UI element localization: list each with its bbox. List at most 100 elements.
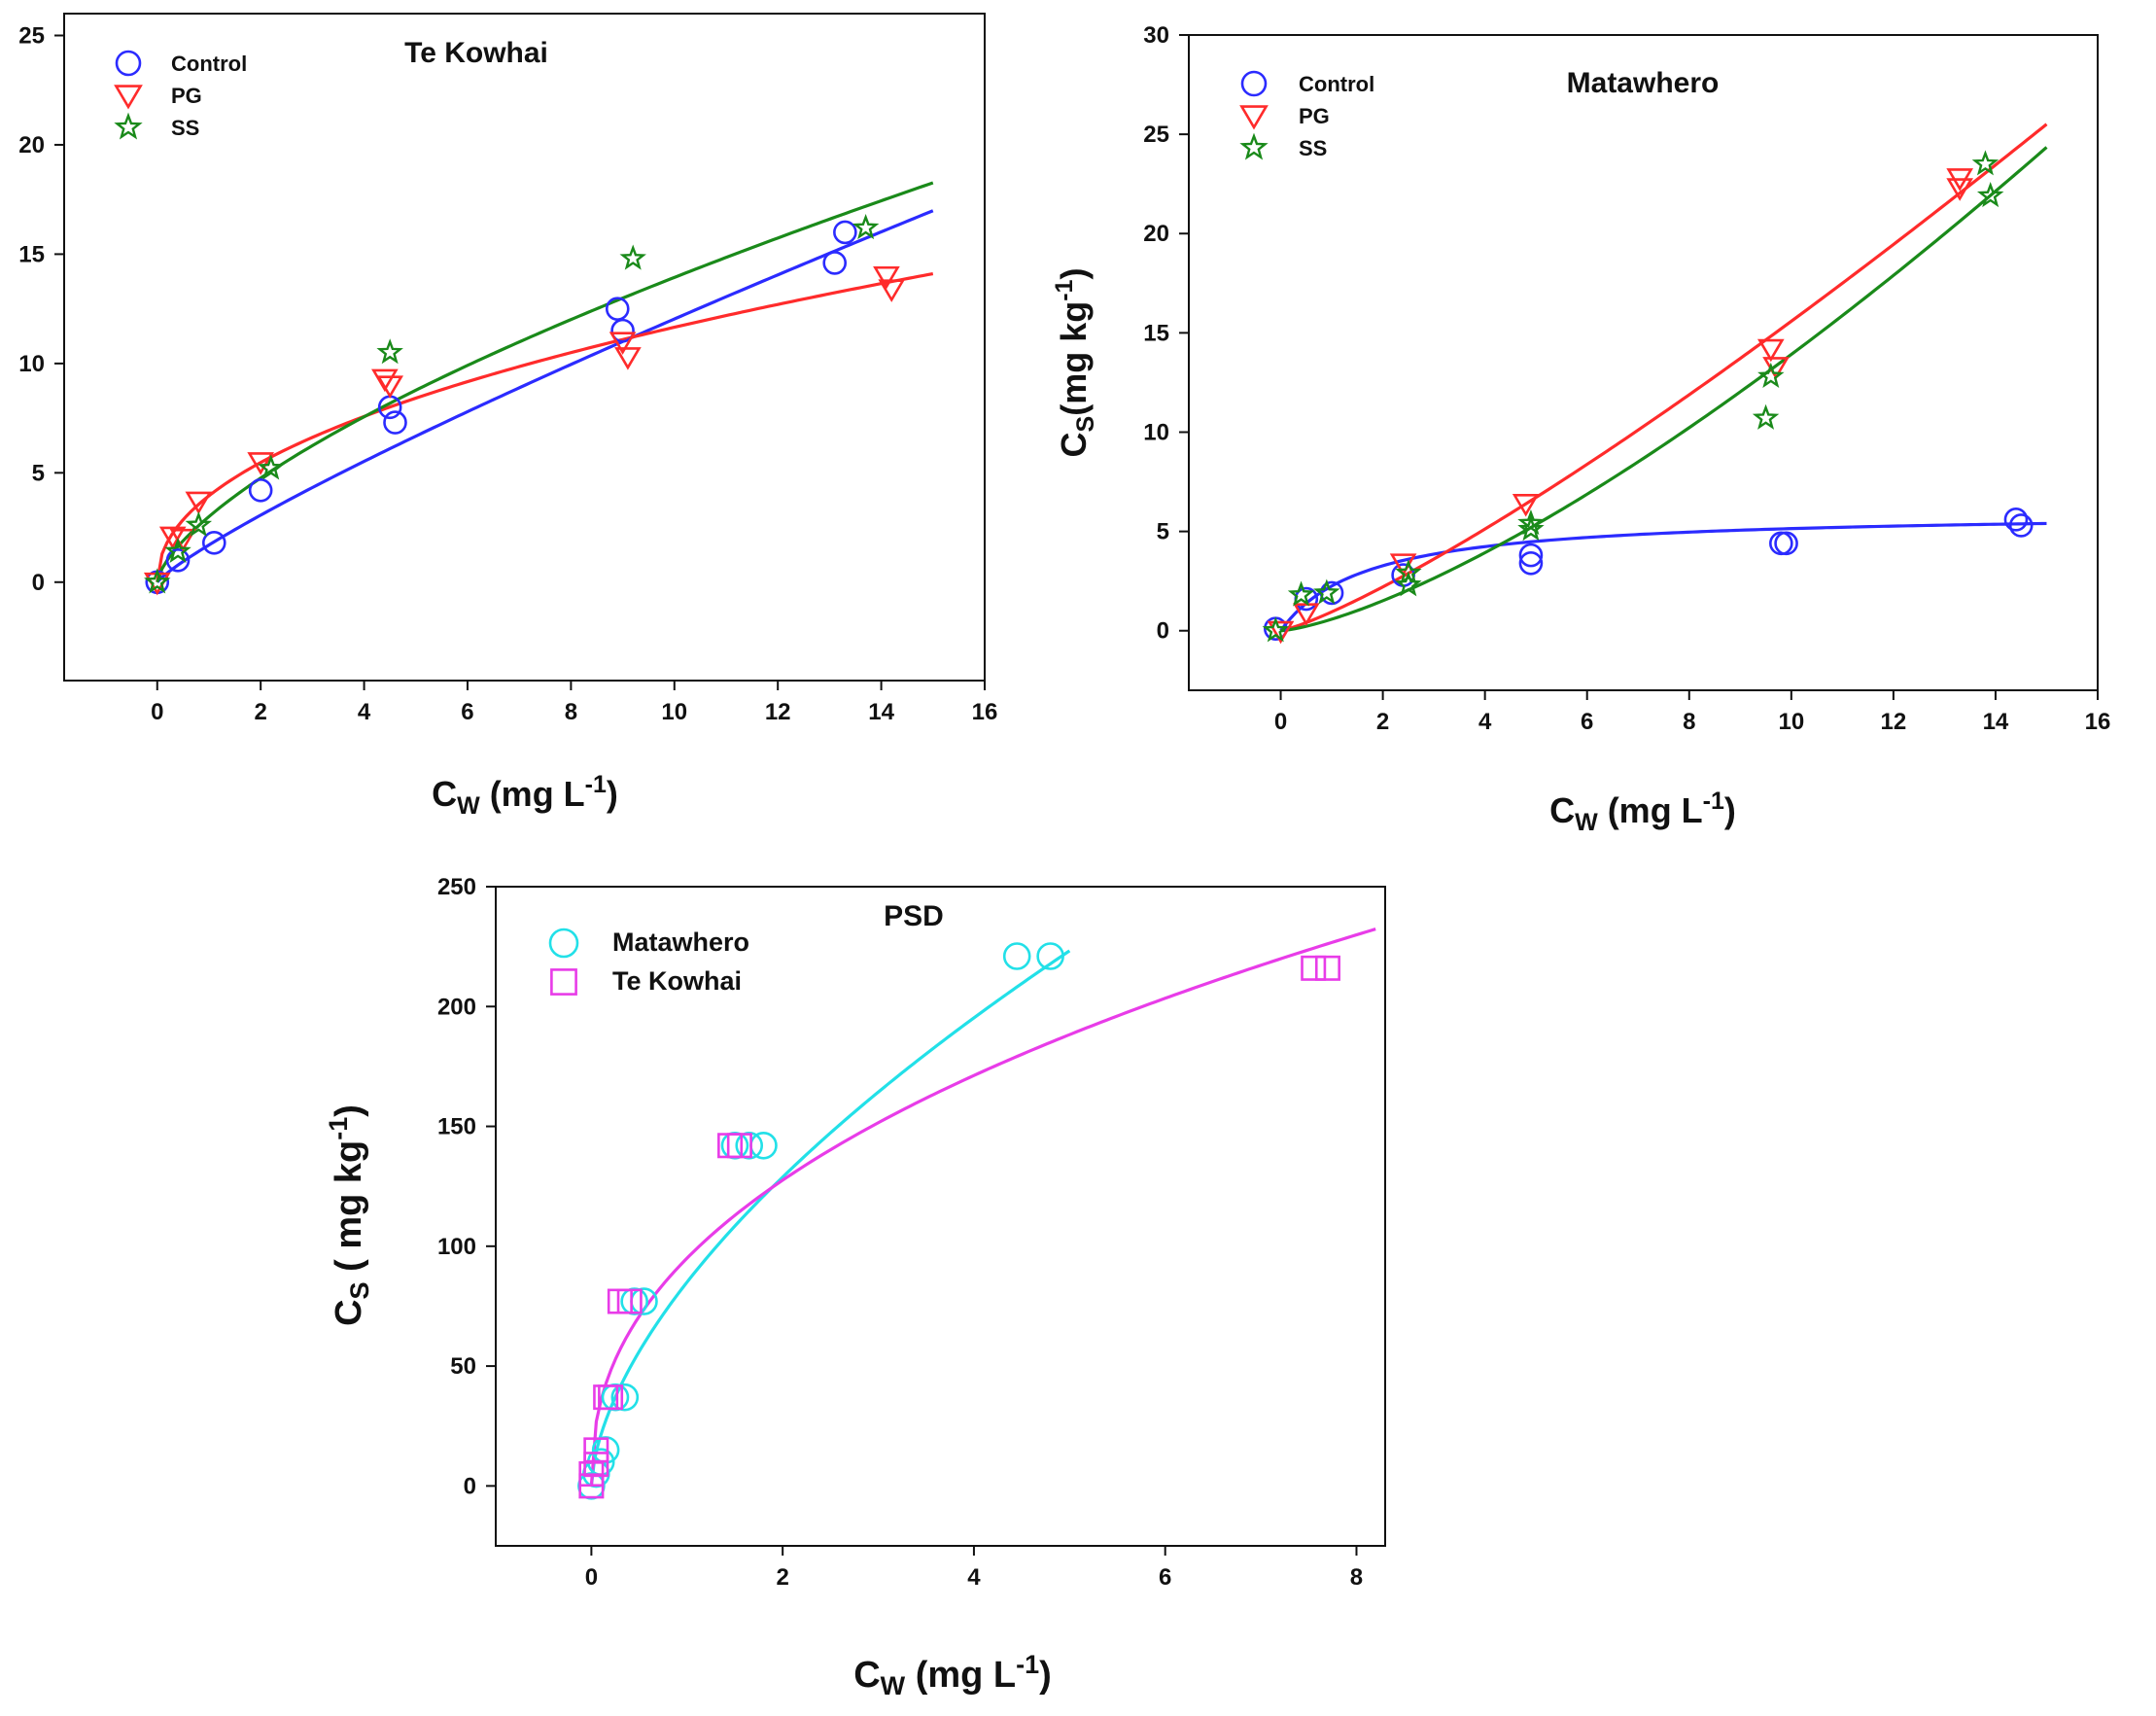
- data-point-control: [383, 410, 407, 435]
- x-axis-label: CW (mg L-1): [432, 771, 618, 820]
- x-tick-label: 8: [1683, 709, 1695, 735]
- y-tick-label: 10: [18, 351, 45, 377]
- plot-frame: [495, 886, 1386, 1547]
- x-tick-label: 6: [1581, 709, 1593, 735]
- data-point-pg: [376, 375, 403, 399]
- data-point-pg: [609, 332, 637, 355]
- data-point-control: [201, 531, 226, 555]
- y-tick-label: 30: [1143, 22, 1169, 49]
- data-point-matawhero: [1002, 942, 1031, 970]
- data-point-pg: [185, 491, 213, 515]
- data-point-control: [2008, 513, 2034, 538]
- x-tick-label: 10: [1778, 709, 1804, 735]
- data-point-pg: [878, 279, 906, 302]
- data-point-ss: [185, 510, 213, 537]
- y-tick-label: 100: [437, 1234, 476, 1260]
- data-point-matawhero: [1036, 942, 1064, 970]
- fit-line-pg: [156, 271, 934, 583]
- data-point-ss: [1395, 571, 1422, 597]
- data-point-te-kowhai: [583, 1452, 609, 1478]
- data-point-control: [822, 251, 848, 275]
- legend-marker: [114, 112, 143, 140]
- fit-line-matawhero: [589, 949, 1071, 1487]
- data-point-ss: [1395, 559, 1422, 585]
- legend-label: PG: [1299, 104, 1330, 128]
- x-tick-label: 6: [1159, 1564, 1171, 1591]
- fit-line-control: [156, 209, 934, 583]
- data-point-control: [1774, 531, 1798, 556]
- y-tick-label: 25: [18, 22, 45, 49]
- data-point-ss: [258, 454, 285, 480]
- x-tick-label: 2: [254, 699, 266, 725]
- x-axis-label: CW (mg L-1): [1549, 788, 1736, 836]
- x-tick-label: 0: [585, 1564, 598, 1591]
- data-point-te-kowhai: [607, 1288, 633, 1314]
- data-point-pg: [614, 347, 642, 370]
- legend-label: SS: [1299, 136, 1327, 160]
- legend-marker: [1239, 132, 1269, 160]
- legend-label: PG: [171, 84, 202, 108]
- legend-marker: [114, 85, 143, 110]
- y-tick-label: 15: [18, 241, 45, 267]
- data-point-control: [833, 220, 857, 245]
- chart-title: Matawhero: [1567, 67, 1720, 99]
- y-tick-label: 0: [464, 1473, 476, 1499]
- data-point-te-kowhai: [726, 1133, 752, 1159]
- data-point-ss: [1313, 578, 1340, 605]
- x-tick-label: 12: [765, 699, 791, 725]
- y-tick-label: 0: [1157, 618, 1169, 645]
- fit-line-control: [1279, 521, 2047, 632]
- data-point-ss: [852, 213, 880, 240]
- fit-line-ss: [156, 181, 934, 583]
- legend-label: Te Kowhai: [612, 966, 742, 996]
- y-tick-label: 5: [1157, 519, 1169, 545]
- x-tick-label: 2: [1376, 709, 1389, 735]
- data-point-pg: [873, 265, 900, 290]
- data-point-ss: [1287, 580, 1315, 607]
- data-point-control: [1518, 550, 1544, 576]
- data-point-pg: [1512, 494, 1540, 517]
- data-point-ss: [164, 537, 191, 563]
- data-point-control: [1518, 543, 1544, 568]
- fit-line-te-kowhai: [589, 928, 1376, 1487]
- y-tick-label: 5: [32, 460, 45, 486]
- data-point-ss: [1517, 515, 1545, 542]
- plot-frame: [1188, 34, 2099, 691]
- x-tick-label: 14: [1983, 709, 2009, 735]
- data-point-ss: [1517, 509, 1545, 536]
- chart-title: PSD: [884, 900, 944, 932]
- data-point-te-kowhai: [1301, 955, 1327, 981]
- data-point-control: [2003, 508, 2029, 532]
- chart-panel-3: 0 2 4 6 8 0 50 100 150 200 250 PSD Matawhero Te Kowha…: [324, 874, 1386, 1700]
- x-tick-label: 16: [972, 699, 998, 725]
- legend-marker: [548, 928, 579, 959]
- legend-label: SS: [171, 116, 199, 140]
- legend-label: Control: [1299, 72, 1374, 96]
- legend-marker: [1240, 70, 1268, 97]
- data-point-matawhero: [749, 1131, 778, 1160]
- x-tick-label: 4: [967, 1564, 981, 1591]
- x-tick-label: 2: [776, 1564, 788, 1591]
- data-point-pg: [158, 526, 187, 550]
- y-tick-label: 10: [1143, 419, 1169, 445]
- data-point-te-kowhai: [583, 1437, 609, 1463]
- data-point-control: [1769, 531, 1793, 556]
- legend-marker: [115, 50, 142, 77]
- data-point-ss: [376, 338, 403, 365]
- x-tick-label: 8: [565, 699, 577, 725]
- plot-frame: [63, 13, 986, 682]
- data-point-ss: [1262, 616, 1290, 643]
- data-point-ss: [1976, 182, 2004, 208]
- data-point-pg: [1292, 603, 1320, 626]
- x-axis-label: CW (mg L-1): [853, 1650, 1052, 1700]
- x-tick-label: 12: [1881, 709, 1907, 735]
- y-tick-label: 200: [437, 994, 476, 1020]
- x-tick-label: 10: [661, 699, 687, 725]
- y-tick-label: 150: [437, 1114, 476, 1140]
- data-point-ss: [1971, 150, 2000, 176]
- legend-label: Matawhero: [612, 928, 749, 957]
- chart-title: Te Kowhai: [404, 37, 548, 69]
- data-point-control: [610, 318, 635, 343]
- fit-line-ss: [1280, 146, 2048, 633]
